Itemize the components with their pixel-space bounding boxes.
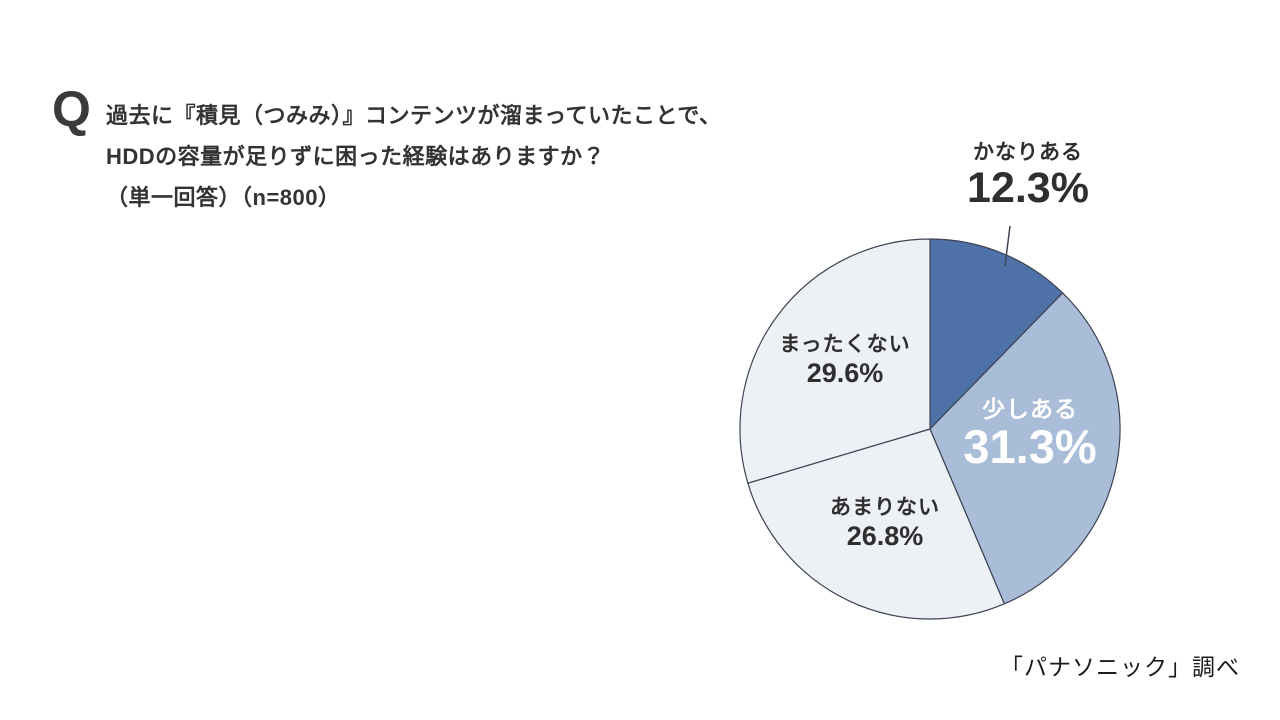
question-line-3: （単一回答）（n=800） xyxy=(106,185,341,210)
question-line-2: HDDの容量が足りずに困った経験はありますか？ xyxy=(106,144,606,169)
leader-line-kanari xyxy=(1004,225,1011,267)
label-mattaku-nai-pct: 29.6% xyxy=(806,358,884,389)
label-kanari-aru-name: かなりある xyxy=(973,141,1083,164)
question-marker: Q xyxy=(52,81,91,137)
label-kanari-aru-pct: 12.3% xyxy=(967,164,1089,213)
source-credit: 「パナソニック」調べ xyxy=(1000,654,1240,680)
pie-slice-kanari-aru xyxy=(929,238,1064,430)
pie-slice-mattaku-nai xyxy=(739,238,931,484)
question-text: 過去に『積見（つみみ）』コンテンツが溜まっていたことで、 HDDの容量が足りずに… xyxy=(106,95,721,218)
label-amari-nai-pct: 26.8% xyxy=(846,521,924,552)
pie-slices xyxy=(739,238,1121,620)
pie-slice-amari-nai xyxy=(747,428,1005,620)
label-amari-nai: あまりない 26.8% xyxy=(785,496,985,553)
label-sukoshi-aru-name: 少しある xyxy=(982,396,1078,422)
question-line-1: 過去に『積見（つみみ）』コンテンツが溜まっていたことで、 xyxy=(106,103,722,128)
label-kanari-aru: かなりある 12.3% xyxy=(928,141,1128,212)
label-mattaku-nai-name: まったくない xyxy=(779,333,911,356)
label-mattaku-nai: まったくない 29.6% xyxy=(745,333,945,390)
label-sukoshi-aru: 少しある 31.3% xyxy=(930,396,1130,472)
pie-slice-sukoshi-aru xyxy=(929,292,1121,605)
label-sukoshi-aru-pct: 31.3% xyxy=(963,420,1097,474)
label-amari-nai-name: あまりない xyxy=(830,496,940,519)
